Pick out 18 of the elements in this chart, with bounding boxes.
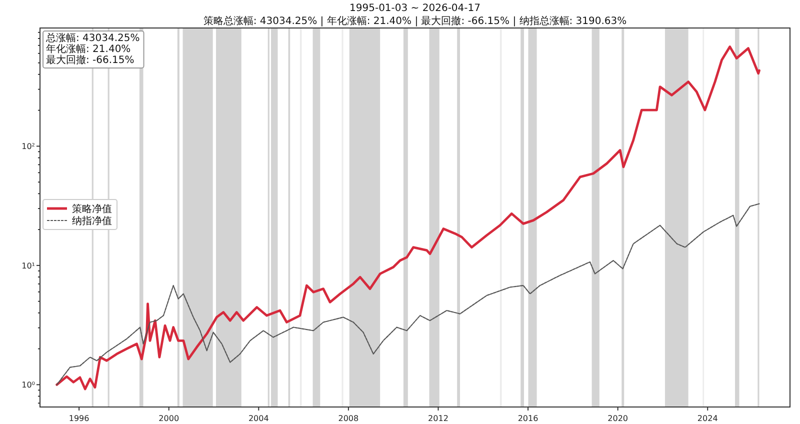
y-tick-label: 10⁰ xyxy=(22,380,35,390)
x-tick-label: 2016 xyxy=(518,414,538,423)
y-tick-label: 10² xyxy=(22,142,35,152)
x-tick-label: 1996 xyxy=(68,414,90,423)
x-tick-label: 2004 xyxy=(248,414,269,423)
y-tick-label: 10¹ xyxy=(22,261,35,270)
annotation: 最大回撤: -66.15% xyxy=(46,54,134,66)
x-tick-label: 2012 xyxy=(428,414,448,423)
legend-label: 策略净值 xyxy=(72,203,112,215)
legend-label: 纳指净值 xyxy=(72,215,112,227)
x-tick-label: 2000 xyxy=(158,414,180,423)
x-tick-label: 2020 xyxy=(608,414,628,423)
chart-subtitle: 策略总涨幅: 43034.25% | 年化涨幅: 21.40% | 最大回撤: -66.15% | 纳指总涨幅: 3190.63% xyxy=(203,15,627,27)
x-tick-label: 2024 xyxy=(697,414,718,423)
annotation: 年化涨幅: 21.40% xyxy=(46,43,131,55)
chart-title: 1995-01-03 ~ 2026-04-17 xyxy=(350,3,480,14)
x-tick-label: 2008 xyxy=(338,414,359,423)
annotation: 总涨幅: 43034.25% xyxy=(45,32,140,44)
